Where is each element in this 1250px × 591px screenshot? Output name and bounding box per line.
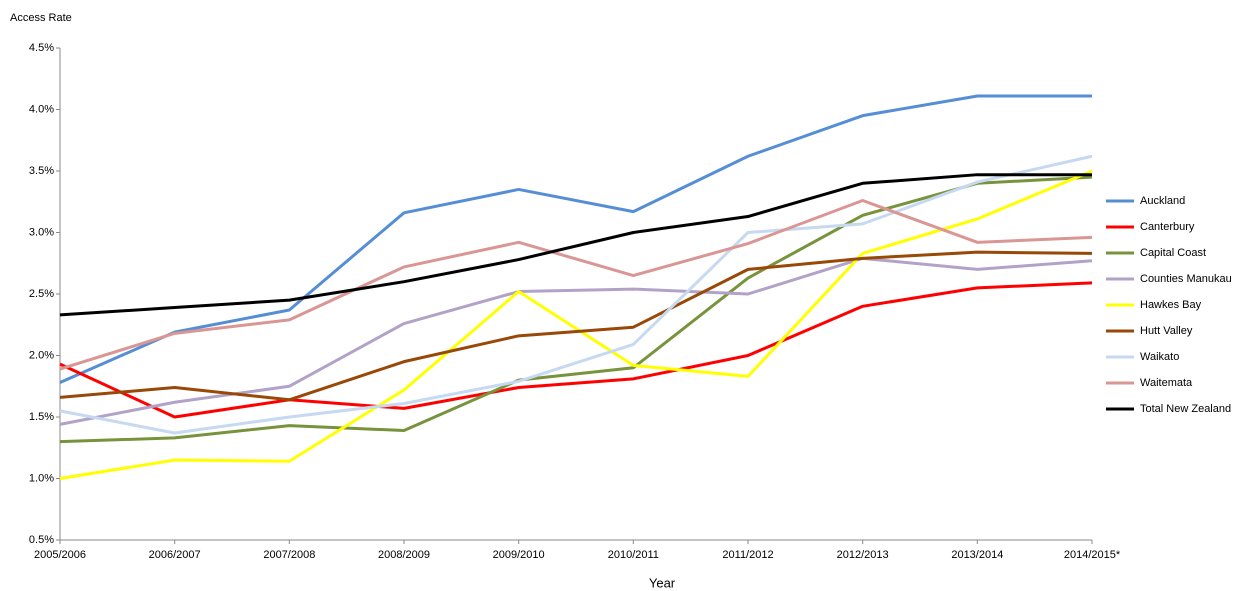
x-axis-title: Year [649,575,676,590]
x-tick-label: 2011/2012 [722,549,773,561]
series-line [59,173,1092,317]
x-tick-label: 2012/2013 [837,549,889,561]
x-tick-label: 2014/2015* [1064,549,1121,561]
legend-label: Capital Coast [1140,247,1206,259]
x-tick-label: 2009/2010 [493,549,545,561]
legend-label: Auckland [1140,195,1185,207]
legend-label: Hutt Valley [1140,325,1193,337]
legend-label: Waikato [1140,351,1179,363]
y-tick-label: 0.5% [29,534,54,546]
y-tick-label: 2.0% [29,349,54,361]
series-line [59,175,1093,444]
x-tick-label: 2013/2014 [951,549,1003,561]
x-tick-label: 2005/2006 [34,549,86,561]
legend-label: Total New Zealand [1140,403,1231,415]
series-line [59,154,1093,435]
y-tick-label: 3.0% [29,226,54,238]
legend-label: Waitemata [1140,377,1193,389]
series-line [59,281,1093,419]
x-tick-label: 2010/2011 [608,549,659,561]
legend-label: Hawkes Bay [1140,299,1202,311]
x-tick-label: 2006/2007 [149,549,201,561]
y-axis-title: Access Rate [10,12,72,24]
legend-label: Counties Manukau [1140,273,1232,285]
y-tick-label: 1.5% [29,411,54,423]
series-line [59,250,1093,402]
legend-label: Canterbury [1140,221,1195,233]
y-tick-label: 4.0% [29,103,54,115]
series-line [59,169,1093,480]
x-tick-label: 2007/2008 [263,549,315,561]
y-tick-label: 2.5% [29,288,54,300]
series-line [59,199,1093,371]
series-line [59,94,1092,384]
x-tick-label: 2008/2009 [378,549,430,561]
series-line [59,256,1093,426]
y-tick-label: 4.5% [29,42,54,54]
y-tick-label: 1.0% [29,472,54,484]
y-tick-label: 3.5% [29,165,54,177]
